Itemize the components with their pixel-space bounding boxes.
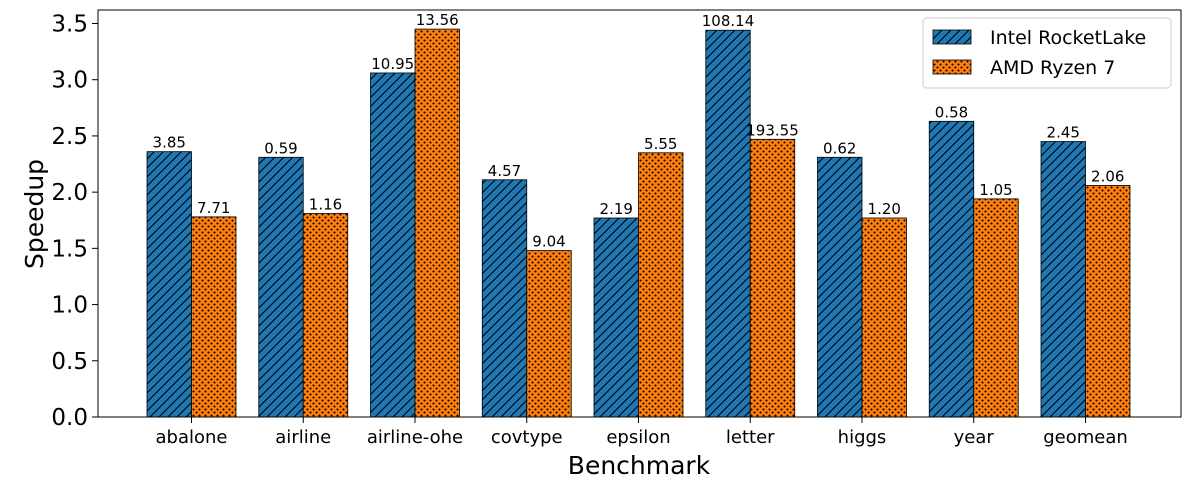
data-label: 3.85	[153, 134, 186, 152]
x-tick-label: year	[954, 427, 995, 448]
x-tick-label: letter	[726, 427, 775, 448]
y-tick-label: 2.5	[51, 124, 88, 150]
legend-box	[922, 17, 1172, 89]
x-tick-label: airline	[275, 427, 331, 448]
x-tick-label: higgs	[838, 427, 887, 448]
legend-label-amd: AMD Ryzen 7	[990, 57, 1115, 79]
y-tick-label: 2.0	[51, 180, 88, 206]
bar-intel-abalone	[146, 151, 192, 418]
data-label: 7.71	[197, 199, 230, 217]
data-label: 1.20	[868, 200, 901, 218]
data-label: 1.16	[309, 196, 342, 214]
data-label: 10.95	[371, 55, 414, 73]
x-tick-label: airline-ohe	[367, 427, 463, 448]
bar-intel-geomean	[1040, 141, 1086, 418]
bar-amd-airline	[302, 213, 349, 418]
bar-amd-higgs	[861, 217, 907, 418]
y-tick-label: 1.5	[51, 236, 88, 262]
bar-amd-covtype	[526, 250, 572, 418]
legend-swatch-intel	[932, 29, 972, 45]
y-tick-label: 0.0	[51, 405, 88, 431]
data-label: 108.14	[702, 12, 755, 30]
data-label: 2.45	[1047, 124, 1080, 142]
y-tick-label: 0.5	[51, 349, 88, 375]
bar-intel-covtype	[481, 179, 528, 418]
data-label: 4.57	[488, 162, 521, 180]
data-label: 193.55	[746, 121, 799, 139]
data-label: 2.19	[600, 200, 633, 218]
bar-amd-airline-ohe	[414, 28, 460, 418]
x-tick-label: geomean	[1043, 427, 1128, 448]
y-tick-label: 3.5	[51, 11, 88, 37]
bar-amd-geomean	[1085, 184, 1131, 418]
bar-intel-airline	[258, 156, 304, 418]
y-tick-label: 3.0	[51, 68, 88, 94]
y-axis-label: Speedup	[20, 159, 49, 269]
data-label: 9.04	[532, 233, 565, 251]
bar-amd-year	[973, 198, 1019, 418]
bar-intel-epsilon	[593, 217, 639, 418]
bar-amd-abalone	[191, 216, 237, 418]
bar-intel-year	[928, 120, 975, 418]
data-label: 0.62	[823, 139, 856, 157]
bar-intel-higgs	[817, 156, 863, 418]
data-label: 0.58	[935, 103, 968, 121]
x-tick-label: covtype	[491, 427, 563, 448]
data-label: 1.05	[979, 181, 1012, 199]
bar-amd-letter	[749, 138, 796, 418]
x-axis-label: Benchmark	[568, 451, 711, 480]
bar-intel-letter	[705, 29, 751, 418]
legend: Intel RocketLake AMD Ryzen 7	[922, 17, 1172, 89]
x-tick-label: abalone	[156, 427, 228, 448]
legend-swatch-amd	[932, 59, 972, 75]
bar-intel-airline-ohe	[370, 72, 416, 418]
bar-amd-epsilon	[638, 152, 684, 418]
data-label: 0.59	[264, 139, 297, 157]
plot-frame	[97, 9, 1182, 418]
x-tick-label: epsilon	[606, 427, 670, 448]
legend-label-intel: Intel RocketLake	[990, 27, 1146, 49]
y-tick-label: 1.0	[51, 293, 88, 319]
data-label: 13.56	[416, 11, 459, 29]
data-label: 2.06	[1091, 167, 1124, 185]
data-label: 5.55	[644, 135, 677, 153]
